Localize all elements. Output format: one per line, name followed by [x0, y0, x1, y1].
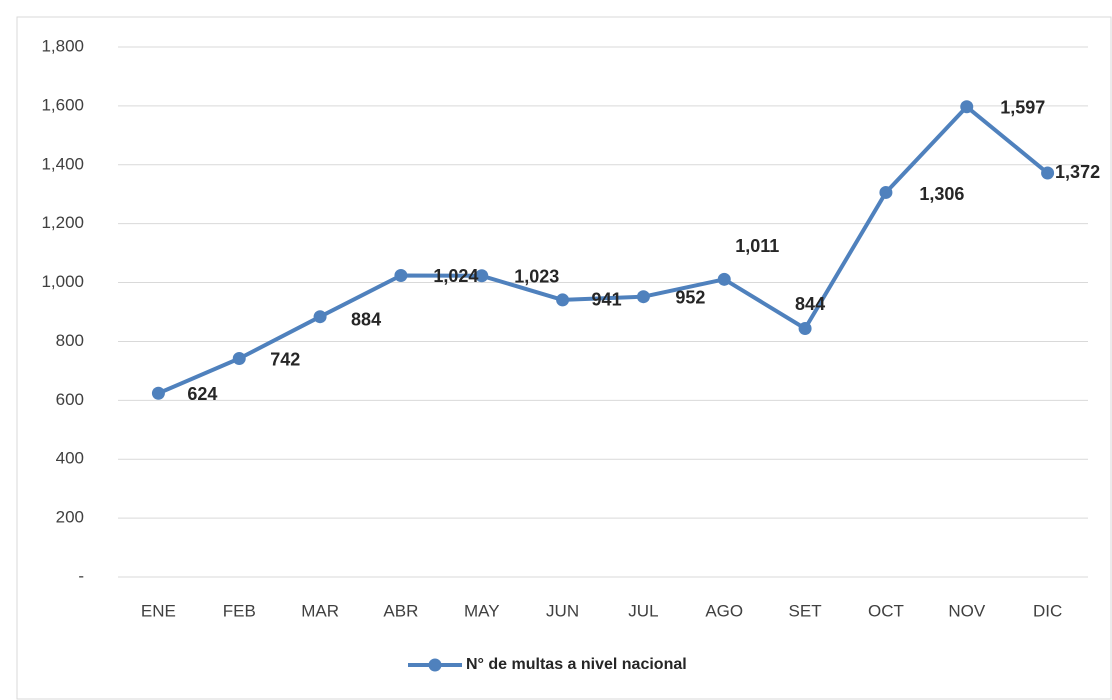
- data-point: [717, 272, 731, 286]
- data-point: [475, 269, 489, 283]
- data-point: [798, 321, 812, 335]
- x-tick-label: OCT: [868, 601, 904, 620]
- y-tick-label: 400: [56, 449, 84, 468]
- x-tick-label: SET: [789, 601, 822, 620]
- x-tick-label: FEB: [223, 601, 256, 620]
- data-label: 941: [592, 290, 622, 310]
- chart-frame: [16, 16, 1112, 700]
- data-point: [394, 268, 408, 282]
- x-tick-label: JUN: [546, 601, 579, 620]
- legend-marker: [428, 658, 442, 672]
- x-tick-label: AGO: [705, 601, 743, 620]
- y-tick-label: 1,400: [41, 154, 84, 173]
- legend-label: N° de multas a nivel nacional: [466, 656, 687, 673]
- data-label: 1,024: [433, 266, 478, 286]
- data-label: 1,023: [514, 267, 559, 287]
- x-tick-label: ABR: [383, 601, 418, 620]
- data-point: [151, 386, 165, 400]
- x-tick-label: NOV: [948, 601, 986, 620]
- data-point: [636, 290, 650, 304]
- x-tick-label: DIC: [1033, 601, 1062, 620]
- x-tick-label: ENE: [141, 601, 176, 620]
- data-label: 742: [270, 349, 300, 369]
- data-point: [1041, 166, 1055, 180]
- data-point: [879, 185, 893, 199]
- data-point: [960, 100, 974, 114]
- y-tick-label: 200: [56, 508, 84, 527]
- x-tick-label: JUL: [628, 601, 658, 620]
- series-line: [157, 104, 1049, 396]
- y-tick-label: 800: [56, 331, 84, 350]
- data-label: 952: [675, 287, 705, 307]
- data-label: 1,306: [919, 184, 964, 204]
- data-label: 1,597: [1000, 98, 1045, 118]
- data-label: 844: [795, 294, 825, 314]
- data-label: 1,372: [1055, 162, 1100, 182]
- data-point: [232, 352, 246, 366]
- y-tick-label: 1,800: [41, 36, 84, 55]
- data-label: 884: [351, 309, 381, 329]
- y-tick-label: 1,000: [41, 272, 84, 291]
- data-label: 1,011: [735, 236, 779, 256]
- y-tick-label: 1,600: [41, 95, 84, 114]
- y-tick-label: -: [78, 566, 84, 585]
- x-tick-label: MAR: [301, 601, 339, 620]
- data-point: [556, 293, 570, 307]
- data-point: [313, 310, 327, 324]
- x-tick-label: MAY: [464, 601, 500, 620]
- y-tick-label: 600: [56, 390, 84, 409]
- y-tick-label: 1,200: [41, 213, 84, 232]
- data-label: 624: [187, 384, 217, 404]
